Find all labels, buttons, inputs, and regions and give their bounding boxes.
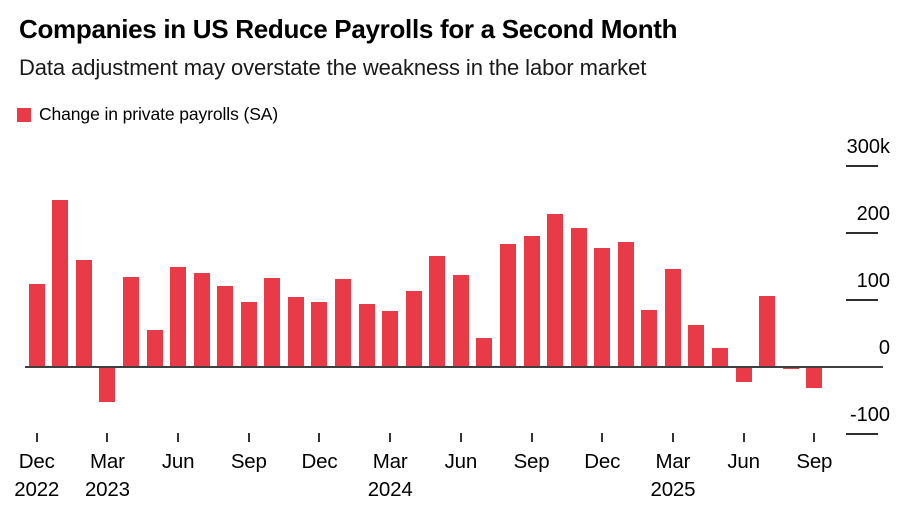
bar-sep-2025 [806,367,823,389]
bar-nov-2024 [570,228,587,367]
y-axis-tick [846,232,878,234]
x-axis-tick [601,433,604,442]
legend: Change in private payrolls (SA) [17,104,278,125]
bar-jun-2025 [735,367,752,382]
bar-dec-2022 [28,283,45,367]
y-axis-label: 300k [846,136,890,158]
bar-aug-2023 [217,285,234,367]
y-axis-label: 200 [856,203,890,225]
bar-oct-2024 [547,214,564,367]
bar-jul-2025 [759,295,776,367]
bar-oct-2023 [264,277,281,367]
legend-swatch-icon [17,107,31,122]
bar-jan-2023 [52,199,69,367]
bar-may-2024 [429,256,446,367]
x-axis-tick [35,433,38,442]
x-axis-label-month: Sep [796,450,833,473]
x-axis-label-month: Dec [18,450,55,473]
bar-jul-2023 [193,273,210,367]
bar-feb-2025 [641,310,658,367]
chart-subtitle: Data adjustment may overstate the weakne… [19,55,647,80]
x-axis-label-year: 2022 [14,478,60,501]
chart-title: Companies in US Reduce Payrolls for a Se… [19,14,678,44]
y-axis-tick [846,299,878,301]
x-axis-tick [247,433,250,442]
x-axis-tick [177,433,180,442]
x-axis-label-month: Dec [584,450,621,473]
x-axis-tick [530,433,533,442]
x-axis-label-month: Jun [161,450,195,473]
x-axis-tick [389,433,392,442]
bar-feb-2023 [75,259,92,367]
bar-apr-2025 [688,325,705,367]
zero-axis-line [25,366,883,368]
x-axis-label-month: Jun [444,450,478,473]
bar-nov-2023 [287,296,304,367]
bar-dec-2024 [594,247,611,367]
bar-jul-2024 [476,338,493,367]
x-axis-label-month: Dec [301,450,338,473]
x-axis-tick [813,433,816,442]
x-axis-label-month: Jun [727,450,760,473]
y-axis-label: 100 [856,270,890,292]
x-axis-tick [671,433,674,442]
x-axis-tick [742,433,745,442]
x-axis-tick [459,433,462,442]
bar-sep-2024 [523,235,540,367]
bar-feb-2024 [358,304,375,367]
bar-jun-2024 [452,274,469,367]
x-axis-label-year: 2025 [650,478,696,501]
x-axis-label-month: Sep [513,450,550,473]
bar-mar-2023 [99,367,116,402]
bar-jan-2024 [335,278,352,367]
bar-aug-2024 [499,244,516,367]
bar-may-2025 [712,347,729,367]
bar-apr-2023 [122,277,139,367]
x-axis-label-month: Sep [230,450,267,473]
x-axis-tick [106,433,109,442]
y-axis-tick [846,165,878,167]
y-axis-label: -100 [849,404,890,426]
bar-sep-2023 [240,302,257,367]
x-axis-label-month: Mar [655,450,691,473]
bar-dec-2023 [311,302,328,367]
x-axis-label-month: Mar [372,450,408,473]
legend-label: Change in private payrolls (SA) [39,104,279,124]
y-axis-tick [846,433,878,435]
bar-mar-2024 [382,311,399,367]
bar-jan-2025 [617,241,634,367]
bar-mar-2025 [664,268,681,367]
bar-may-2023 [146,330,163,367]
x-axis-label-year: 2023 [84,478,130,501]
bar-jun-2023 [170,267,187,367]
bar-aug-2025 [782,367,799,369]
bar-apr-2024 [405,290,422,367]
x-axis-tick [318,433,321,442]
x-axis-label-year: 2024 [367,478,413,501]
x-axis-label-month: Mar [90,450,125,473]
y-axis-label: 0 [878,337,890,359]
